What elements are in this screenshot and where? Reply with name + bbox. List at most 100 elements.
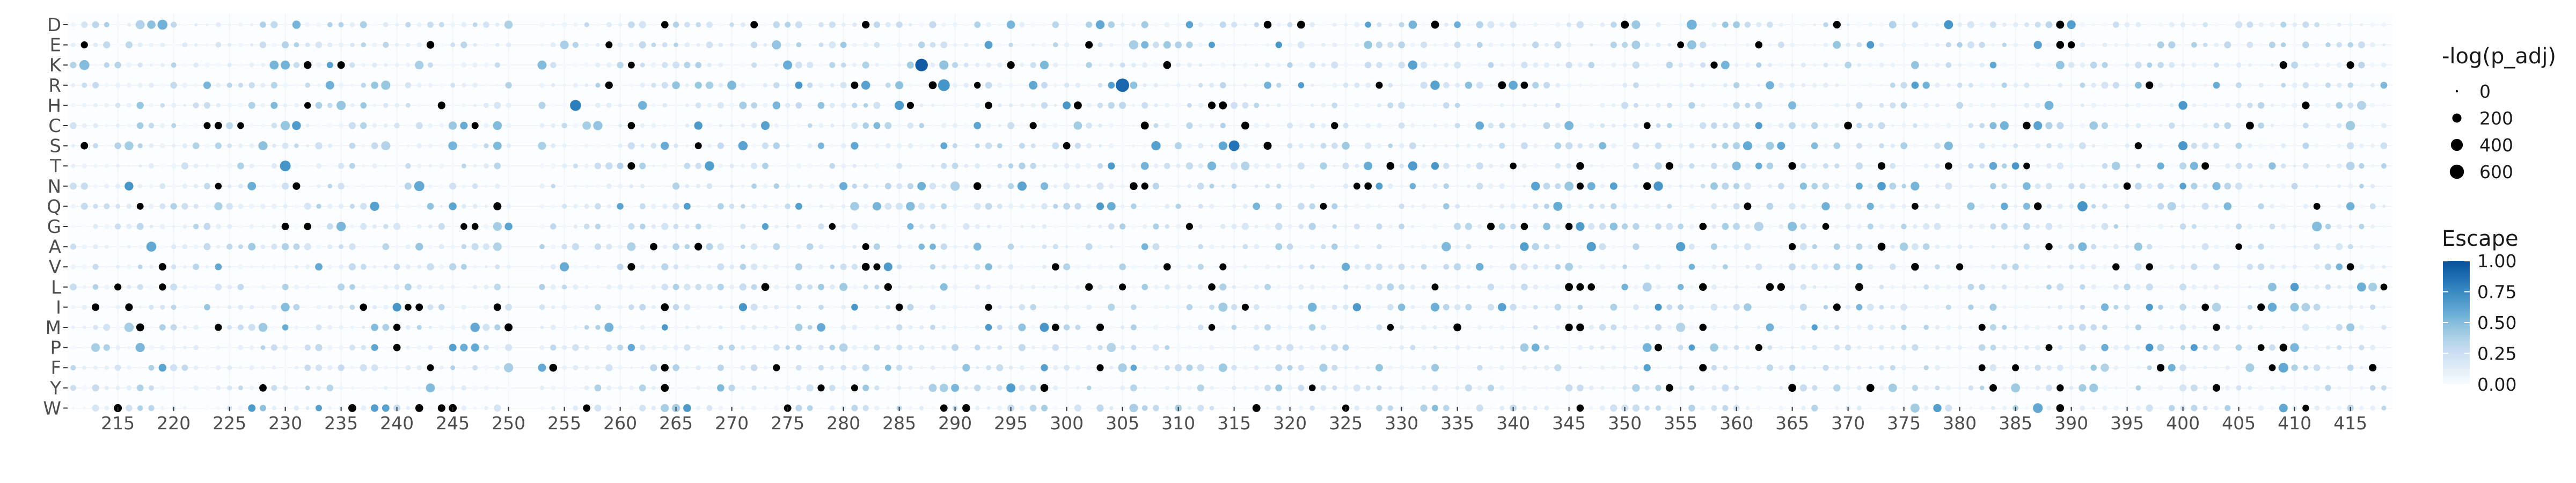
data-point <box>2169 22 2175 27</box>
data-point <box>2135 224 2141 229</box>
data-point <box>193 365 199 370</box>
data-point <box>405 163 411 169</box>
data-point <box>1175 142 1182 150</box>
data-point <box>672 203 679 210</box>
data-point <box>1153 265 1159 269</box>
data-point <box>584 385 589 391</box>
data-point <box>1320 324 1327 331</box>
data-point <box>561 304 567 310</box>
data-point <box>2101 223 2109 230</box>
data-point <box>1600 123 1605 128</box>
data-point <box>1520 242 1529 251</box>
data-point <box>160 63 165 67</box>
data-point <box>719 124 722 127</box>
data-point <box>2124 304 2130 310</box>
data-point <box>1789 304 1795 310</box>
data-point <box>2191 304 2197 310</box>
data-point <box>417 224 422 229</box>
data-point <box>249 365 254 370</box>
data-point <box>472 385 478 391</box>
data-point <box>1722 122 1728 129</box>
data-point <box>1779 386 1783 390</box>
data-point <box>852 184 858 189</box>
data-point <box>1431 283 1439 291</box>
data-point <box>863 284 868 290</box>
data-point <box>1902 23 1906 26</box>
data-point <box>1343 122 1349 129</box>
data-point <box>1130 364 1137 371</box>
data-point <box>1364 162 1373 171</box>
data-point <box>1320 202 1327 210</box>
data-point <box>316 203 321 209</box>
data-point <box>2347 364 2354 371</box>
data-point <box>1757 305 1760 309</box>
data-point <box>216 385 221 390</box>
data-point <box>2370 103 2376 108</box>
data-point <box>1153 163 1159 169</box>
data-point <box>1443 405 1450 412</box>
data-point <box>774 264 779 269</box>
data-point <box>985 263 992 270</box>
data-point <box>2014 204 2018 208</box>
data-point <box>652 385 656 390</box>
data-point <box>406 406 411 411</box>
data-point <box>2370 345 2376 350</box>
data-point <box>807 405 813 411</box>
data-point <box>1153 83 1159 87</box>
data-point <box>2091 42 2096 48</box>
data-point <box>2214 103 2219 108</box>
data-point <box>851 81 859 89</box>
data-point <box>1475 121 1484 130</box>
data-point <box>2013 284 2018 290</box>
data-point <box>294 284 299 290</box>
data-point <box>840 264 847 270</box>
data-point <box>839 283 848 291</box>
data-point <box>2381 405 2387 411</box>
data-point <box>115 103 121 108</box>
data-point <box>751 264 758 270</box>
data-point <box>1645 23 1649 27</box>
data-point <box>2180 22 2186 27</box>
data-point <box>339 244 344 250</box>
data-point <box>618 123 622 128</box>
data-point <box>1020 264 1024 269</box>
data-point <box>1365 304 1371 310</box>
data-point <box>2147 325 2152 330</box>
data-point <box>1510 263 1517 270</box>
y-tick-label: Y <box>49 378 61 399</box>
data-point <box>450 83 456 88</box>
data-point <box>1834 345 1840 351</box>
data-point <box>874 325 880 330</box>
data-point <box>2258 243 2264 250</box>
data-point <box>82 244 87 250</box>
data-point <box>2292 42 2297 47</box>
data-point <box>1443 82 1450 89</box>
data-point <box>975 63 980 68</box>
data-point <box>550 264 556 270</box>
data-point <box>1632 61 1640 69</box>
data-point <box>2346 263 2354 271</box>
data-point <box>863 345 869 350</box>
data-point <box>1867 324 1874 331</box>
data-point <box>1321 244 1326 250</box>
data-point <box>1488 42 1494 48</box>
data-point <box>1031 365 1036 370</box>
data-point <box>1621 20 1629 29</box>
data-point <box>940 243 947 250</box>
data-point <box>171 123 177 128</box>
data-point <box>1824 406 1828 410</box>
data-point <box>2046 143 2052 149</box>
data-point <box>149 284 154 290</box>
data-point <box>1165 325 1170 330</box>
data-point <box>808 23 812 27</box>
data-point <box>1735 63 1739 67</box>
data-point <box>1744 21 1751 28</box>
data-point <box>975 264 980 270</box>
data-point <box>450 244 455 249</box>
data-point <box>1778 62 1784 68</box>
data-point <box>338 364 345 371</box>
data-point <box>550 163 556 169</box>
data-point <box>1398 122 1405 129</box>
data-point <box>841 385 846 391</box>
data-point <box>1756 365 1761 370</box>
